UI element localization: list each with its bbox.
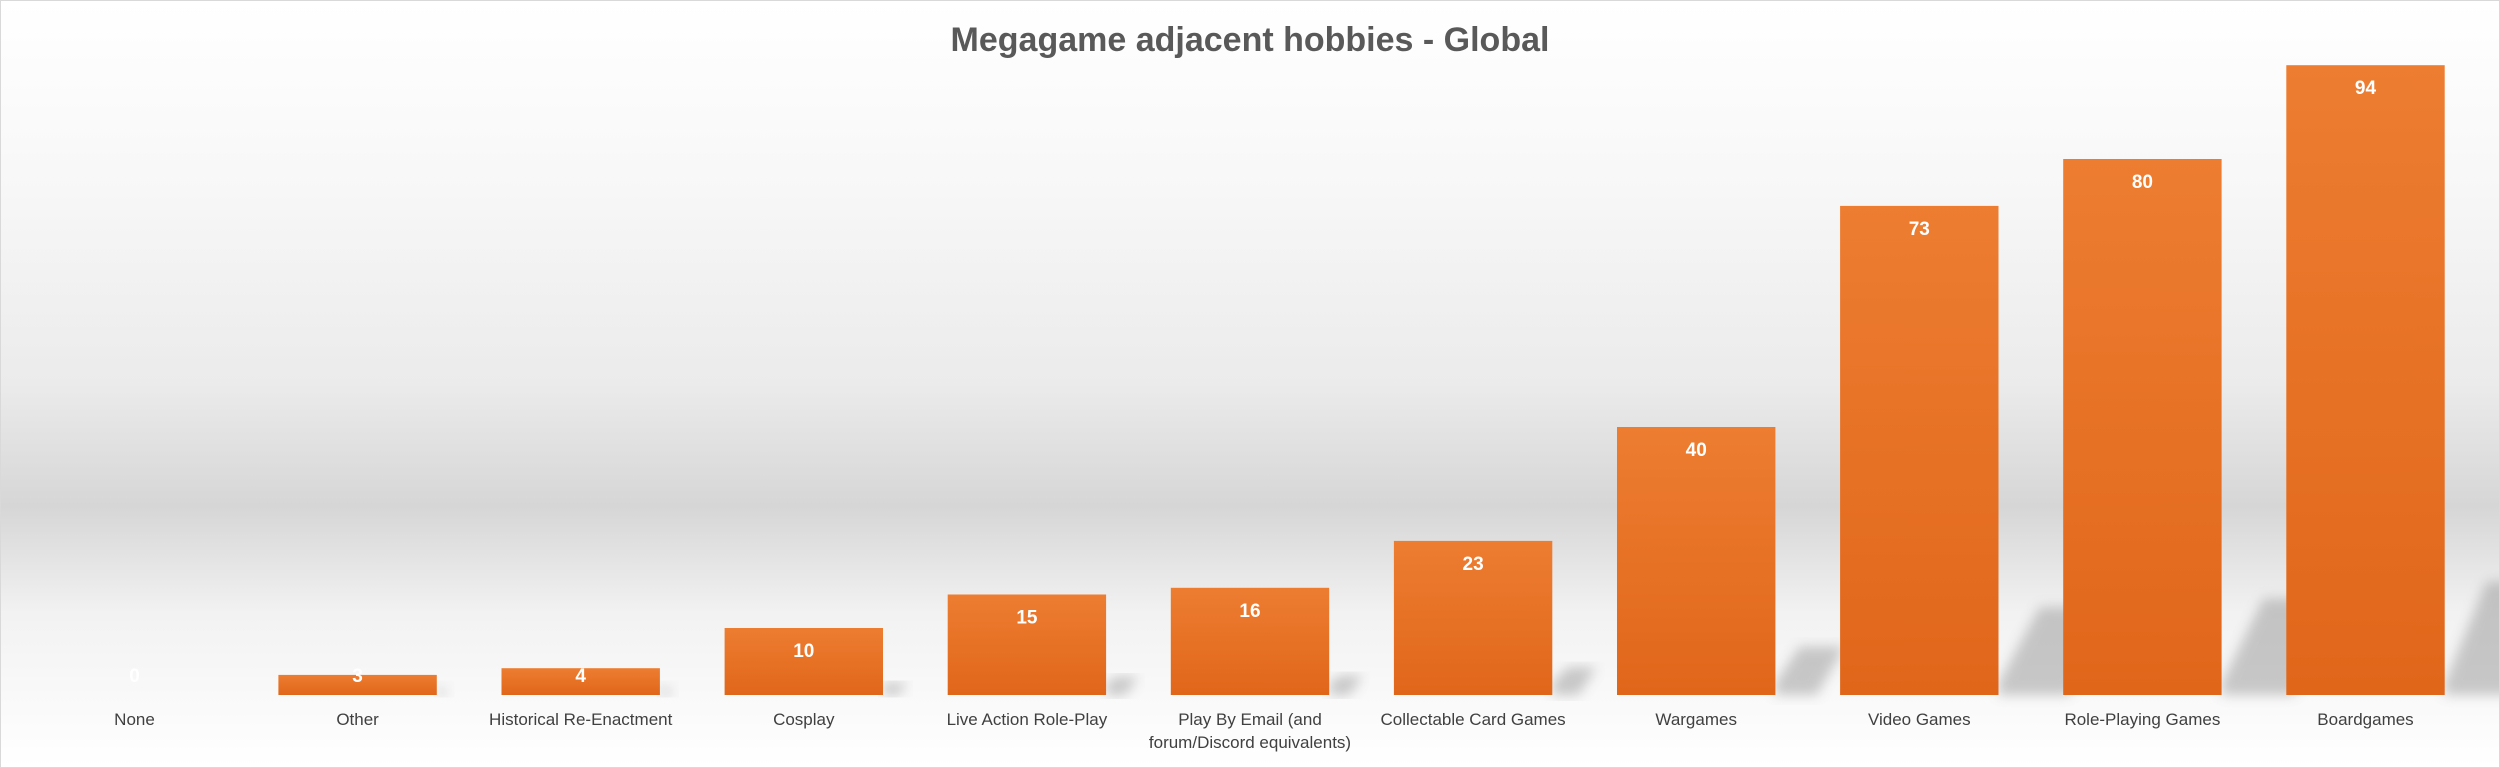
data-label: 16 (1239, 601, 1260, 622)
data-label: 94 (2355, 78, 2377, 99)
category-tick-labels: None Other Historical Re-Enactment Cosplay L… (114, 710, 2414, 752)
data-label: 0 (129, 666, 140, 687)
category-tick-label: Historical Re-Enactment (489, 710, 673, 729)
bar-shadow (2444, 581, 2499, 695)
bar-shadow (1106, 676, 1139, 695)
category-tick-label: Cosplay (773, 710, 835, 729)
chart-title: Megagame adjacent hobbies - Global (951, 21, 1550, 59)
bar (947, 594, 1107, 695)
bar-shadow (436, 683, 452, 695)
bar (1840, 205, 1999, 695)
data-label: 40 (1686, 440, 1707, 461)
category-tick-label: Boardgames (2317, 710, 2413, 729)
bar-shadow (1775, 646, 1845, 695)
category-tick-label: Role-Playing Games (2064, 710, 2220, 729)
bar (724, 628, 883, 695)
category-tick-label: None (114, 710, 155, 729)
bar (2063, 159, 2222, 695)
bar (501, 668, 660, 695)
bar (2286, 65, 2445, 695)
category-tick-label: Live Action Role-Play (947, 710, 1108, 729)
bar-shadow (883, 682, 908, 695)
bar-shadow (659, 683, 676, 695)
data-label: 3 (352, 666, 363, 687)
data-label: 23 (1463, 554, 1484, 575)
data-labels: 0 3 4 10 15 16 23 40 73 80 94 (129, 78, 2376, 687)
category-tick-label: Video Games (1868, 710, 1971, 729)
bar-shadow (1329, 675, 1363, 695)
bar (278, 674, 437, 695)
bar-shadow (1552, 667, 1597, 695)
bar (1170, 587, 1330, 695)
category-tick-label: Other (336, 710, 379, 729)
bar (1617, 427, 1776, 695)
data-label: 80 (2132, 172, 2153, 193)
category-tick-label: Play By Email (and (1178, 710, 1322, 729)
category-tick-label: Collectable Card Games (1380, 710, 1565, 729)
category-tick-label: Wargames (1655, 710, 1737, 729)
category-tick-label: forum/Discord equivalents) (1149, 733, 1351, 752)
data-label: 73 (1909, 219, 1930, 240)
data-label: 15 (1016, 608, 1038, 629)
data-label: 4 (575, 666, 586, 687)
data-label: 10 (793, 641, 814, 662)
bars (278, 65, 2445, 695)
bar (1393, 540, 1553, 695)
